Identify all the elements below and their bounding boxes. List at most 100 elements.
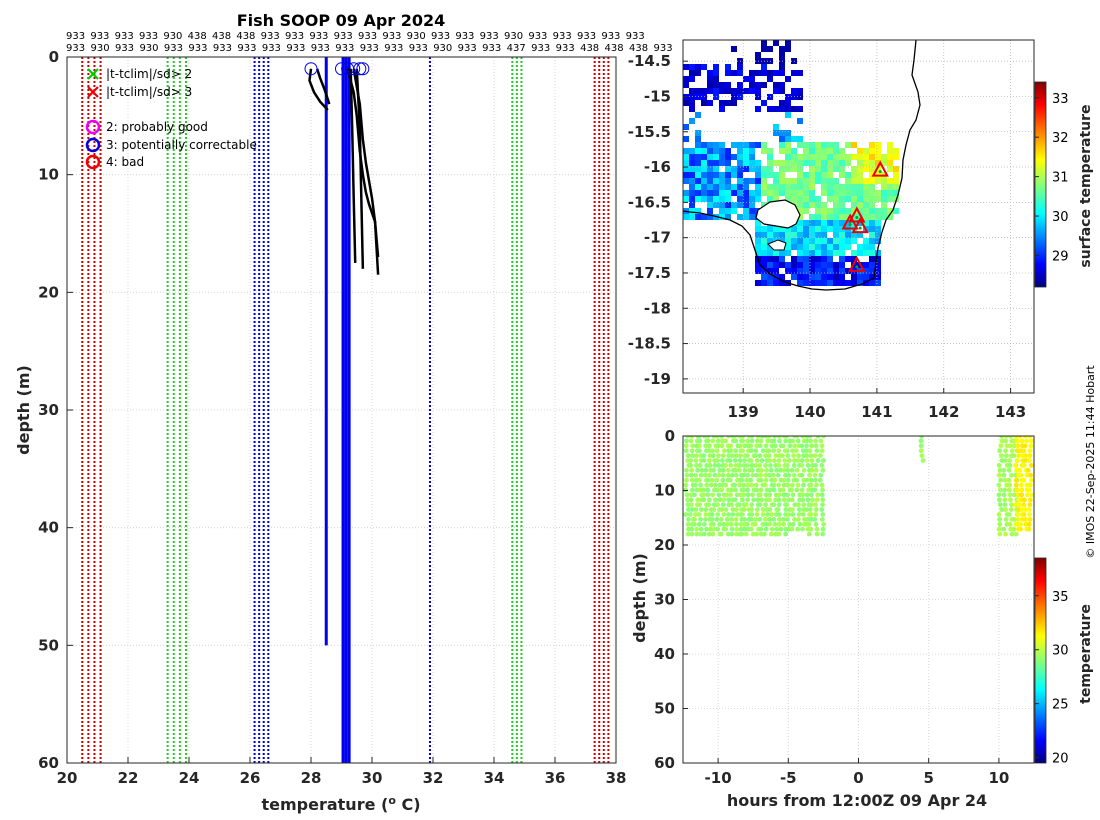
td-point xyxy=(715,526,721,532)
sst-pixel xyxy=(743,214,749,220)
sst-pixel xyxy=(833,226,839,232)
td-point xyxy=(689,531,695,537)
sst-pixel xyxy=(683,148,689,154)
sst-pixel xyxy=(797,262,803,268)
sst-pixel xyxy=(737,64,743,70)
sst-pixel xyxy=(785,196,791,202)
td-point xyxy=(767,516,773,522)
map-x-tick-label: 142 xyxy=(928,403,959,421)
sst-pixel xyxy=(743,196,749,202)
td-point xyxy=(712,482,718,488)
sst-pixel xyxy=(707,202,713,208)
td-point xyxy=(1028,463,1034,468)
sst-pixel xyxy=(869,154,875,160)
sst-pixel xyxy=(707,178,713,184)
td-point xyxy=(786,497,792,503)
sst-pixel xyxy=(827,226,833,232)
td-x-tick-label: -5 xyxy=(780,769,797,787)
top-label-row2: 438 xyxy=(580,43,599,54)
td-point xyxy=(716,492,722,498)
sst-pixel xyxy=(881,184,887,190)
sst-pixel xyxy=(737,142,743,148)
sst-pixel xyxy=(875,274,881,280)
sst-pixel xyxy=(803,184,809,190)
profile-ticks: 20 22 24 26 28 30 32 34 36 38 0 10 20 30 40 50 60 xyxy=(38,48,626,787)
td-point xyxy=(745,438,751,444)
td-point xyxy=(806,487,812,493)
td-point xyxy=(1008,507,1014,512)
sst-pixel xyxy=(713,184,719,190)
td-point xyxy=(1008,526,1014,532)
td-point xyxy=(803,448,809,454)
td-point xyxy=(783,507,789,512)
td-point xyxy=(817,477,823,483)
sst-pixel xyxy=(689,202,695,208)
sst-pixel xyxy=(839,154,845,160)
sst-pixel xyxy=(779,70,785,76)
profile-start-circle xyxy=(347,62,361,76)
sst-pixel xyxy=(785,244,791,250)
sst-pixel xyxy=(857,184,863,190)
sst-pixel xyxy=(689,154,695,160)
sst-pixel xyxy=(797,142,803,148)
sst-pixel xyxy=(773,178,779,184)
td-point xyxy=(808,502,814,508)
sst-pixel xyxy=(761,190,767,196)
td-point xyxy=(740,436,746,439)
sst-pixel xyxy=(815,268,821,274)
td-point xyxy=(708,482,714,488)
sst-pixel xyxy=(839,268,845,274)
td-xlabel: hours from 12:00Z 09 Apr 24 xyxy=(727,791,987,810)
sst-pixel xyxy=(767,172,773,178)
td-point xyxy=(721,448,727,454)
sst-pixel xyxy=(851,184,857,190)
sst-pixel xyxy=(791,166,797,172)
sst-pixel xyxy=(725,82,731,88)
sst-pixel xyxy=(791,94,797,100)
sst-pixel xyxy=(869,244,875,250)
sst-pixel xyxy=(851,232,857,238)
td-point xyxy=(742,443,748,449)
td-point xyxy=(719,443,725,449)
sst-pixel xyxy=(749,214,755,220)
td-point xyxy=(776,531,782,537)
td-point xyxy=(696,521,702,527)
sst-pixel xyxy=(893,166,899,172)
sst-pixel xyxy=(881,160,887,166)
sst-pixel xyxy=(821,202,827,208)
sst-pixel xyxy=(863,220,869,226)
sst-pixel xyxy=(713,202,719,208)
sst-pixel xyxy=(809,280,815,286)
sst-pixel xyxy=(689,118,695,124)
td-point xyxy=(729,516,735,522)
td-point xyxy=(796,507,802,512)
top-label-row1: 933 xyxy=(553,31,572,42)
sst-pixel xyxy=(749,148,755,154)
sst-pixel xyxy=(767,70,773,76)
sst-pixel xyxy=(737,70,743,76)
td-point xyxy=(805,463,811,468)
td-point xyxy=(796,512,802,517)
td-point xyxy=(767,507,773,512)
sst-pixel xyxy=(719,178,725,184)
top-label-row2: 933 xyxy=(384,43,403,54)
td-point xyxy=(769,443,775,449)
td-point xyxy=(997,502,1003,508)
td-point xyxy=(806,531,812,537)
td-y-tick-label: 50 xyxy=(654,700,675,718)
sst-pixel xyxy=(785,166,791,172)
td-point xyxy=(776,521,782,527)
sst-pixel xyxy=(743,202,749,208)
sst-pixel xyxy=(755,262,761,268)
sst-pixel xyxy=(875,142,881,148)
td-point xyxy=(774,526,780,532)
sst-pixel xyxy=(809,274,815,280)
sst-pixel xyxy=(839,172,845,178)
sst-pixel xyxy=(695,190,701,196)
td-point xyxy=(723,507,729,512)
sst-pixel xyxy=(797,136,803,142)
td-point xyxy=(814,531,820,537)
sst-pixel xyxy=(761,244,767,250)
sst-pixel xyxy=(779,184,785,190)
sst-pixel xyxy=(887,184,893,190)
